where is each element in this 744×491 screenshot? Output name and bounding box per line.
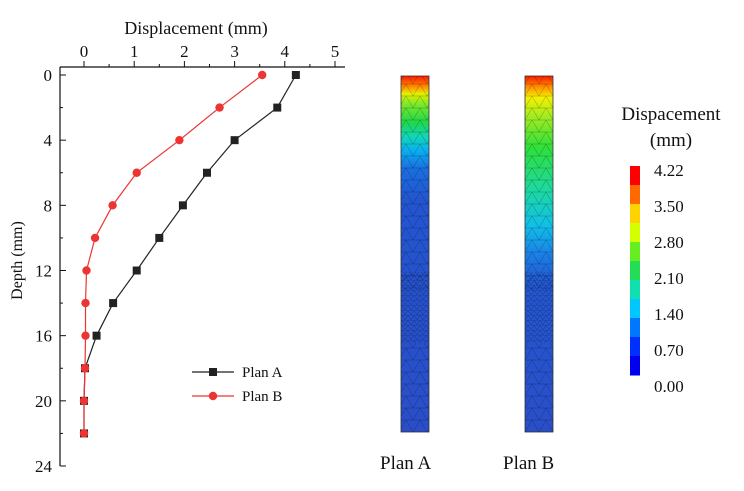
colorbar-label: 0.70 xyxy=(654,341,684,360)
data-point xyxy=(175,135,184,145)
contour-panels xyxy=(400,75,554,433)
data-point xyxy=(273,103,282,112)
contour-column-plan-b xyxy=(524,75,554,433)
y-tick-label: 0 xyxy=(44,66,53,85)
legend-label: Plan A xyxy=(242,365,283,381)
x-axis-label: Displacement (mm) xyxy=(124,18,267,39)
contour-column-plan-a xyxy=(400,75,430,433)
data-point xyxy=(82,266,91,275)
data-point xyxy=(90,233,100,243)
colorbar-segment xyxy=(630,166,640,186)
legend-label: Plan B xyxy=(242,389,282,405)
x-tick-label: 0 xyxy=(80,42,89,61)
data-point xyxy=(109,299,118,308)
colorbar-label: 2.10 xyxy=(654,269,684,288)
colorbar-label: 1.40 xyxy=(654,305,684,324)
data-point xyxy=(81,331,90,340)
chart-legend: Plan A Plan B xyxy=(192,365,283,405)
colorbar-label: 2.80 xyxy=(654,233,684,252)
data-point xyxy=(178,201,187,210)
y-tick-label: 4 xyxy=(44,131,53,150)
y-tick-label: 20 xyxy=(35,392,52,411)
panel-label-plan-a: Plan A xyxy=(380,453,432,474)
mesh-coarse-bottom xyxy=(525,343,553,432)
data-point xyxy=(258,70,267,80)
colorbar-segment xyxy=(630,318,640,338)
series-line xyxy=(83,74,263,434)
colorbar-title: Dispacement (mm) xyxy=(606,102,736,154)
data-point xyxy=(81,298,90,308)
contour-outline xyxy=(524,75,554,433)
colorbar-segment xyxy=(630,223,640,243)
colorbar-segment xyxy=(630,185,640,205)
legend-entry: Plan B xyxy=(192,389,282,405)
y-tick-label: 16 xyxy=(35,327,52,346)
data-point xyxy=(230,136,239,145)
mesh-fine xyxy=(525,271,553,343)
data-point xyxy=(132,168,141,177)
data-point xyxy=(79,396,89,406)
series-plan-b xyxy=(79,70,267,438)
legend-marker xyxy=(208,391,218,401)
colorbar-segment xyxy=(630,337,640,357)
series-plan-a xyxy=(80,71,300,438)
mesh-coarse-bottom xyxy=(401,343,429,432)
data-point xyxy=(155,233,164,242)
mesh-fine xyxy=(401,271,429,343)
y-axis-label: Depth (mm) xyxy=(9,221,26,300)
colorbar-label: 0.00 xyxy=(654,377,684,396)
colorbar-title-line1: Dispacement xyxy=(621,104,721,125)
data-point xyxy=(108,201,117,210)
colorbar-segment xyxy=(630,204,640,224)
colorbar-segment xyxy=(630,356,640,376)
colorbar-segment xyxy=(630,280,640,300)
colorbar-segment xyxy=(630,299,640,319)
x-tick-label: 4 xyxy=(281,42,290,61)
y-tick-label: 12 xyxy=(35,262,52,281)
data-point xyxy=(291,71,300,79)
x-tick-label: 1 xyxy=(130,42,139,61)
colorbar-title-line2: (mm) xyxy=(649,130,693,151)
y-tick-label: 24 xyxy=(35,457,53,476)
legend-marker xyxy=(209,368,217,376)
contour-outline xyxy=(400,75,430,433)
data-point xyxy=(132,266,141,275)
colorbar-label: 3.50 xyxy=(654,197,684,216)
colorbar-segment xyxy=(630,261,640,281)
data-point xyxy=(80,364,90,373)
colorbar-label: 4.22 xyxy=(654,161,684,180)
colorbar-segment xyxy=(630,242,640,262)
x-tick-label: 5 xyxy=(331,42,340,61)
series-layer xyxy=(79,70,300,438)
colorbar xyxy=(630,166,640,376)
legend-entry: Plan A xyxy=(192,365,283,381)
x-tick-label: 3 xyxy=(230,42,239,61)
mesh-coarse xyxy=(525,76,553,290)
data-point xyxy=(79,429,89,438)
data-point xyxy=(202,168,211,177)
y-tick-label: 8 xyxy=(44,196,53,215)
mesh-coarse xyxy=(401,76,429,290)
x-tick-label: 2 xyxy=(180,42,189,61)
data-point xyxy=(215,103,224,112)
data-point xyxy=(92,331,101,340)
panel-label-plan-b: Plan B xyxy=(503,453,555,474)
